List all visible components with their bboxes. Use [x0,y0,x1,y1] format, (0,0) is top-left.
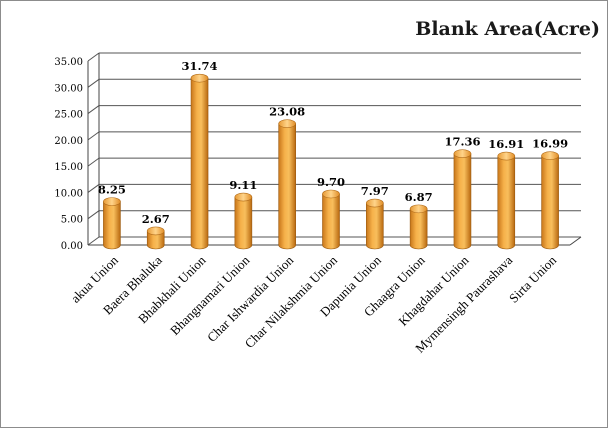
bar [234,192,253,250]
bar-body [453,153,472,250]
chart-title: Blank Area(Acre) [415,18,600,40]
bar-body [541,155,559,250]
data-label: 2.67 [142,212,170,226]
data-label: 6.87 [405,190,433,204]
bar-cap [497,151,516,161]
bar-body [322,193,340,250]
gridline-diag [87,52,100,62]
bar [190,73,209,250]
bar-body [103,201,121,250]
bar-body [146,230,165,250]
bar [366,198,384,250]
bar [453,149,472,250]
data-label: 23.08 [269,105,305,119]
y-tick-label: 35.00 [54,57,83,68]
x-tick-label: Sirta Union [506,252,560,306]
gridline-diag [87,184,100,193]
data-label: 8.25 [98,183,126,197]
y-tick-label: 10.00 [54,188,83,199]
y-tick-label: 5.00 [61,215,83,226]
bar-cap [541,151,559,160]
bar [322,189,340,250]
bar-cap [278,119,296,128]
y-tick-label: 15.00 [54,162,83,173]
y-tick-label: 20.00 [54,136,83,147]
bar-cap [453,149,472,159]
bar-body [234,196,253,250]
bar [497,151,516,250]
gridline-diag [87,131,100,141]
floor-edge [569,236,582,246]
data-label: 9.11 [229,178,257,192]
bar-cap [146,226,165,236]
labels: 0.00 5.00 10.00 15.00 20.00 25.00 30.00 35.00 8.… [54,57,568,356]
bar-cap [234,192,253,202]
bar [103,197,121,250]
bar-body [190,77,209,250]
y-tick-label: 0.00 [61,241,83,252]
bar-cap [190,73,209,83]
data-label: 17.36 [444,135,480,149]
bar-cap [366,198,384,208]
bar [541,151,559,250]
gridline-diag [87,210,100,220]
bar-cap [322,189,340,199]
bar-body [278,123,296,250]
gridline-diag [87,236,100,246]
gridline-diag [87,105,100,114]
data-label: 16.99 [532,137,568,151]
bar [146,226,165,250]
bars [103,73,559,250]
gridline-diag [87,78,100,88]
gridline-diag [87,157,100,167]
bar [409,204,428,250]
bar-body [409,208,428,250]
bar-cap [103,197,121,206]
data-label: 16.91 [488,137,524,151]
y-tick-label: 30.00 [54,83,83,94]
x-tick-label: Bhangnamari Union [167,252,253,338]
bar-body [366,202,384,250]
data-label: 31.74 [182,59,218,73]
y-tick-label: 25.00 [54,110,83,121]
data-label: 7.97 [361,184,389,198]
bar-cap [409,204,428,214]
bar-body [497,155,516,250]
bar [278,119,296,250]
data-label: 9.70 [317,175,345,189]
